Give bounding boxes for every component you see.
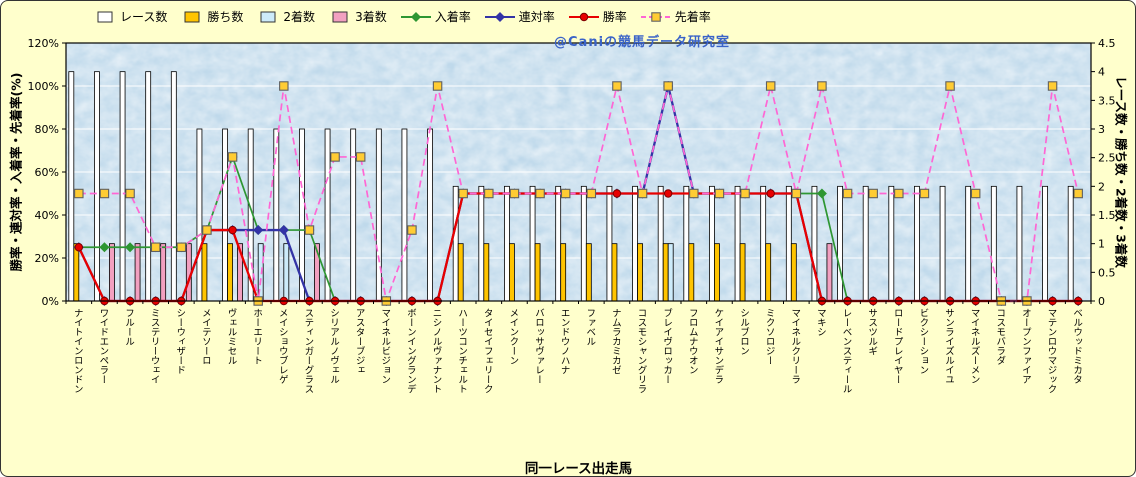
svg-text:4: 4 xyxy=(1098,66,1105,79)
x-axis-label: オープンファイア xyxy=(1019,308,1031,384)
left-axis-tick-labels: 0% 20% 40% 60% 80% 100% 120% xyxy=(28,37,59,308)
x-axis-label: マイネルビジョン xyxy=(379,308,391,384)
legend-item-races: レース数 xyxy=(93,8,167,25)
x-axis-title: 同一レース出走馬 xyxy=(524,461,633,477)
svg-text:60%: 60% xyxy=(35,166,59,179)
svg-text:0.5: 0.5 xyxy=(1098,266,1116,279)
legend-item-finish-ahead-rate: 先着率 xyxy=(640,8,711,25)
chart-legend: レース数 勝ち数 2着数 3着数 入着率 連対率 勝率 先着率 xyxy=(93,8,711,25)
x-axis-label: ナイトインロンドン xyxy=(71,308,83,394)
series-races xyxy=(68,71,1074,302)
x-axis-label: ナムラカミカゼ xyxy=(609,308,621,375)
legend-item-quinella-rate: 連対率 xyxy=(484,8,555,25)
x-axis-label: メイテソーロ xyxy=(199,308,211,365)
x-axis-label: マテンロウマジック xyxy=(1045,308,1057,394)
legend-label: 勝率 xyxy=(602,10,627,24)
legend-swatch-placing-rate xyxy=(400,11,431,22)
svg-text:40%: 40% xyxy=(35,209,59,222)
x-axis-label: シリアルノヴェル xyxy=(328,308,340,384)
svg-text:1: 1 xyxy=(1098,238,1105,251)
legend-label: 2着数 xyxy=(283,10,316,24)
legend-swatch-seconds xyxy=(260,11,276,22)
x-axis-label: マイネルズーメン xyxy=(968,308,980,384)
x-axis-label: ファベル xyxy=(584,308,596,346)
x-axis-label: マイネルクリーラ xyxy=(789,308,801,384)
svg-text:120%: 120% xyxy=(28,37,59,50)
x-axis-label: ハーツコンチェルト xyxy=(456,308,468,394)
x-axis-label: フロムナウオン xyxy=(686,308,698,375)
legend-label: 入着率 xyxy=(434,10,471,24)
legend-label: 3着数 xyxy=(355,10,387,24)
x-axis-label: サスツルギ xyxy=(866,308,878,356)
x-axis-label: ケイアイサンデラ xyxy=(712,308,724,384)
x-axis-label: シーウィザード xyxy=(174,308,186,375)
x-axis-label: メイショウブレゲ xyxy=(276,308,288,384)
legend-swatch-wins xyxy=(184,11,200,22)
x-axis-label: スティンガーグラス xyxy=(302,308,314,394)
legend-item-wins: 勝ち数 xyxy=(180,8,243,25)
legend-label: レース数 xyxy=(120,10,168,24)
svg-text:1.5: 1.5 xyxy=(1098,209,1116,222)
right-axis-tick-labels: 0 0.5 1 1.5 2 2.5 3 3.5 4 4.5 xyxy=(1098,37,1116,308)
left-axis-title: 勝率・連対率・入着率・先着率(%) xyxy=(8,72,24,272)
x-axis-label: ボーンイングランデ xyxy=(404,308,416,394)
watermark: @Caniの競馬データ研究室 xyxy=(554,35,731,50)
svg-text:3: 3 xyxy=(1098,123,1105,136)
x-axis-label: エンドウノハナ xyxy=(558,308,570,375)
x-axis-label: ブレイヴロッカー xyxy=(661,308,673,384)
x-axis-label: ミステリーウェイ xyxy=(148,308,160,384)
legend-item-seconds: 2着数 xyxy=(256,8,315,25)
legend-swatch-quinella-rate xyxy=(484,11,515,22)
x-axis-label: ロードプレイヤー xyxy=(891,308,903,384)
series-finish-ahead-rate xyxy=(74,81,1083,306)
legend-swatch-races xyxy=(97,11,113,22)
svg-text:80%: 80% xyxy=(35,123,59,136)
legend-swatch-finish-ahead-rate xyxy=(640,11,671,22)
svg-text:0%: 0% xyxy=(42,295,59,308)
x-axis-label: ヴェルミセル xyxy=(225,308,237,365)
x-axis-label: フルール xyxy=(123,308,135,346)
x-axis-label: サンライズルイユ xyxy=(943,308,955,384)
x-axis-label: アスターブジェ xyxy=(353,308,365,375)
legend-label: 連対率 xyxy=(518,10,555,24)
x-axis-label: マキシ xyxy=(814,308,826,337)
x-axis-label: ミクソロジー xyxy=(763,308,775,365)
x-axis-label: シルブロン xyxy=(738,308,750,356)
svg-text:4.5: 4.5 xyxy=(1098,37,1116,50)
x-axis-label: メインクーン xyxy=(507,308,519,365)
x-axis-label: ベルウッドミカタ xyxy=(1071,308,1083,384)
x-axis-label: ホーエリート xyxy=(251,308,263,365)
legend-label: 勝ち数 xyxy=(207,10,244,24)
legend-swatch-thirds xyxy=(332,11,348,22)
svg-text:2.5: 2.5 xyxy=(1098,152,1116,165)
svg-text:100%: 100% xyxy=(28,80,59,93)
legend-item-win-rate: 勝率 xyxy=(568,8,627,25)
svg-text:20%: 20% xyxy=(35,252,59,265)
x-axis-label: ビクシーション xyxy=(917,308,929,375)
x-axis-label: バロッサヴァレー xyxy=(533,308,545,384)
svg-text:2: 2 xyxy=(1098,180,1105,193)
x-axis-label: タイセイフェリーク xyxy=(481,308,493,394)
legend-swatch-win-rate xyxy=(568,12,599,21)
legend-item-placing-rate: 入着率 xyxy=(400,8,471,25)
axis-ticks xyxy=(62,42,1095,304)
x-axis-label: ワイドエンペラー xyxy=(97,308,109,384)
x-axis-label: ニシノルヴァナント xyxy=(430,308,442,394)
svg-text:3.5: 3.5 xyxy=(1098,94,1116,107)
legend-item-thirds: 3着数 xyxy=(328,8,387,25)
x-axis-label: コスモシャングリラ xyxy=(635,308,647,394)
right-axis-title: レース数・勝ち数・2着数・3着数 xyxy=(1113,76,1129,268)
legend-label: 先着率 xyxy=(674,10,711,24)
svg-text:0: 0 xyxy=(1098,295,1105,308)
x-axis-label: コスモバラダ xyxy=(994,308,1006,365)
x-axis-label: レーベンスティール xyxy=(840,308,852,394)
